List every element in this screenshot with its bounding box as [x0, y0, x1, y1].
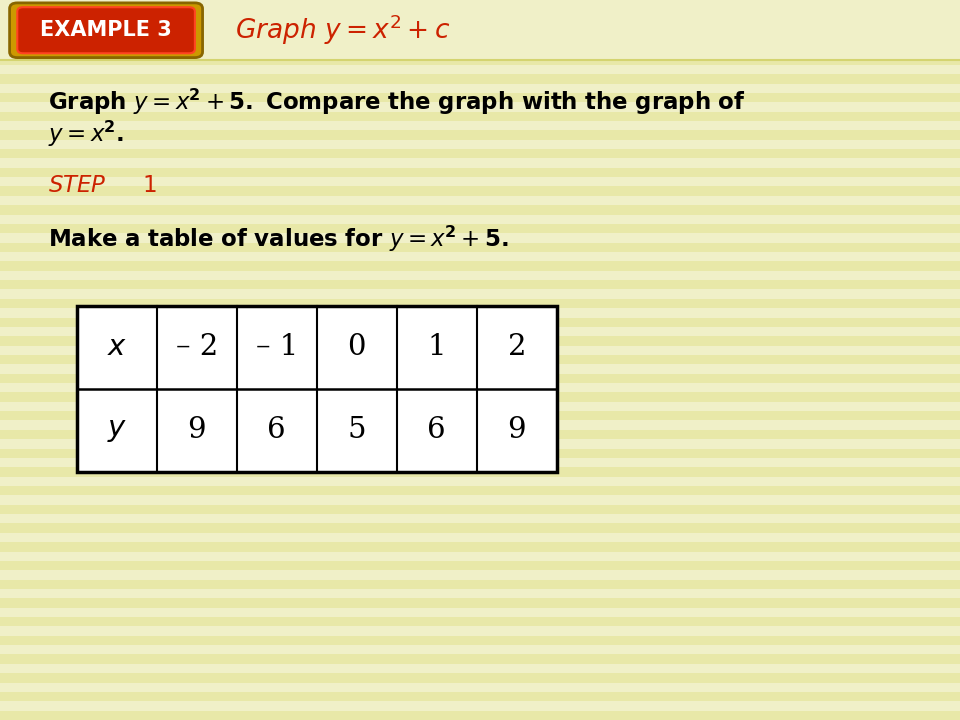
Bar [0, 580, 960, 589]
Bar [0, 505, 960, 514]
Text: $\mathbf{Graph}\ \mathbf{\mathit{y}} = \mathbf{\mathit{x}}^{\mathbf{2}} + \mathb: $\mathbf{Graph}\ \mathbf{\mathit{y}} = \… [48, 87, 746, 117]
Bar [77, 306, 557, 472]
Text: $\mathbf{Make\ a\ table\ of\ values\ for}$$\ \mathbf{\mathit{y}} = \mathbf{\math: $\mathbf{Make\ a\ table\ of\ values\ for… [48, 224, 509, 254]
Bar [0, 430, 960, 439]
Text: – 1: – 1 [255, 333, 298, 361]
Bar [0, 55, 960, 65]
Bar [0, 168, 960, 177]
Bar [0, 561, 960, 570]
Bar [0, 318, 960, 327]
Bar [0, 243, 960, 252]
FancyBboxPatch shape [10, 3, 203, 58]
Bar [77, 306, 557, 472]
FancyBboxPatch shape [17, 7, 195, 53]
Bar [0, 130, 960, 140]
Bar [0, 598, 960, 608]
Bar [0, 411, 960, 420]
Bar [0, 392, 960, 402]
Text: $\mathit{y}$: $\mathit{y}$ [107, 416, 127, 444]
Text: EXAMPLE 3: EXAMPLE 3 [39, 20, 172, 40]
Text: 6: 6 [427, 416, 446, 444]
Bar [0, 374, 960, 383]
Text: $\mathit{1}$: $\mathit{1}$ [142, 174, 156, 197]
Bar [0, 673, 960, 683]
Bar [0, 0, 960, 59]
Bar [0, 542, 960, 552]
Bar [0, 692, 960, 701]
Bar [0, 486, 960, 495]
Text: $\mathit{x}$: $\mathit{x}$ [107, 333, 127, 361]
Bar [0, 93, 960, 102]
Bar [0, 355, 960, 364]
Bar [0, 0, 960, 9]
Bar [0, 617, 960, 626]
Bar [0, 336, 960, 346]
Bar [0, 280, 960, 289]
Text: 0: 0 [348, 333, 366, 361]
Bar [0, 112, 960, 121]
Text: $\mathbf{\mathit{STEP}}$: $\mathbf{\mathit{STEP}}$ [48, 174, 107, 197]
Text: 9: 9 [187, 416, 206, 444]
Bar [0, 654, 960, 664]
Text: 2: 2 [508, 333, 526, 361]
Bar [0, 711, 960, 720]
Text: $\mathit{Graph}\ \mathit{y} = \mathit{x}^2 + \mathit{c}$: $\mathit{Graph}\ \mathit{y} = \mathit{x}… [235, 13, 450, 48]
Bar [0, 186, 960, 196]
Bar [0, 467, 960, 477]
Bar [0, 299, 960, 308]
Text: 6: 6 [268, 416, 286, 444]
Text: 1: 1 [427, 333, 446, 361]
Bar [0, 224, 960, 233]
Text: 9: 9 [508, 416, 526, 444]
Bar [0, 74, 960, 84]
Bar [0, 149, 960, 158]
Text: – 2: – 2 [176, 333, 218, 361]
Bar [0, 636, 960, 645]
Bar [0, 449, 960, 458]
Bar [0, 205, 960, 215]
Bar [0, 523, 960, 533]
Bar [0, 37, 960, 46]
Bar [0, 18, 960, 27]
Text: 5: 5 [348, 416, 366, 444]
Bar [0, 261, 960, 271]
Text: $\mathbf{\mathit{y}} = \mathbf{\mathit{x}}^{\mathbf{2}}\mathbf{.}$: $\mathbf{\mathit{y}} = \mathbf{\mathit{x… [48, 119, 124, 149]
